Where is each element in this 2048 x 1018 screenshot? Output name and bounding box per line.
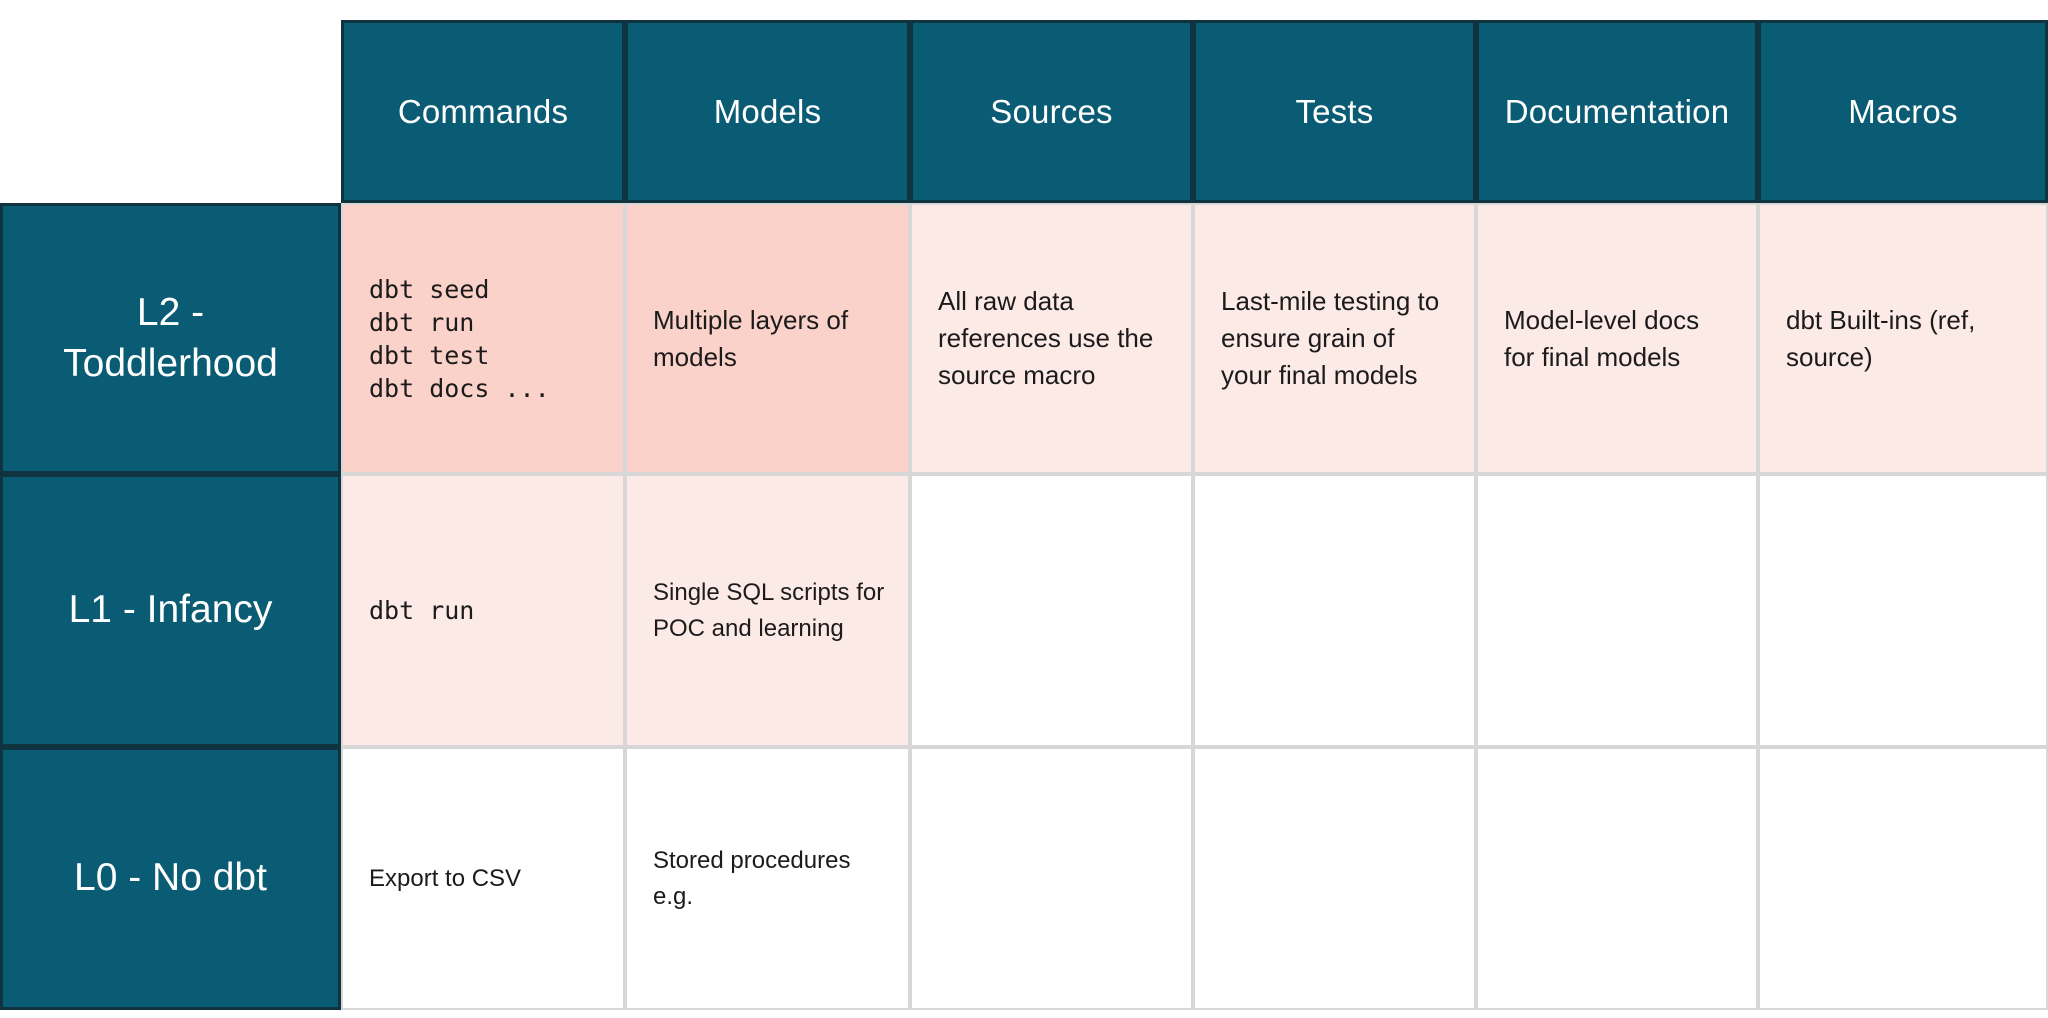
cell-l0-commands: Export to CSV xyxy=(341,747,625,1010)
column-header-commands: Commands xyxy=(341,20,625,203)
cell-l1-tests xyxy=(1193,474,1476,747)
cell-l2-models: Multiple layers of models xyxy=(625,203,910,474)
cell-l1-sources xyxy=(910,474,1193,747)
row-header-l0-no-dbt: L0 - No dbt xyxy=(0,747,341,1010)
row-header-l1-infancy: L1 - Infancy xyxy=(0,474,341,747)
cell-l0-sources xyxy=(910,747,1193,1010)
cell-l2-commands: dbt seed dbt run dbt test dbt docs ... xyxy=(341,203,625,474)
cell-l2-macros: dbt Built-ins (ref, source) xyxy=(1758,203,2048,474)
maturity-table: Commands Models Sources Tests Documentat… xyxy=(0,20,2048,1010)
cell-l1-models: Single SQL scripts for POC and learning xyxy=(625,474,910,747)
cell-l2-documentation: Model-level docs for final models xyxy=(1476,203,1758,474)
cell-l2-sources: All raw data references use the source m… xyxy=(910,203,1193,474)
row-header-l2-toddlerhood: L2 - Toddlerhood xyxy=(0,203,341,474)
cell-l0-models: Stored procedures e.g. xyxy=(625,747,910,1010)
column-header-models: Models xyxy=(625,20,910,203)
column-header-sources: Sources xyxy=(910,20,1193,203)
column-header-macros: Macros xyxy=(1758,20,2048,203)
cell-l1-commands: dbt run xyxy=(341,474,625,747)
cell-l1-documentation xyxy=(1476,474,1758,747)
cell-l0-macros xyxy=(1758,747,2048,1010)
column-header-documentation: Documentation xyxy=(1476,20,1758,203)
cell-l0-tests xyxy=(1193,747,1476,1010)
cell-l0-documentation xyxy=(1476,747,1758,1010)
column-header-tests: Tests xyxy=(1193,20,1476,203)
cell-l1-macros xyxy=(1758,474,2048,747)
corner-cell xyxy=(0,20,341,203)
cell-l2-tests: Last-mile testing to ensure grain of you… xyxy=(1193,203,1476,474)
